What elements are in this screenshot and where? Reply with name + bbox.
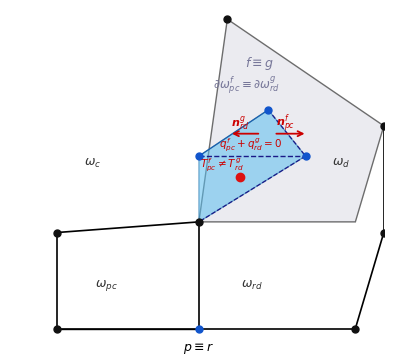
Text: $\omega_d$: $\omega_d$ [332,157,350,170]
Text: $p \equiv r$: $p \equiv r$ [183,341,214,356]
Text: $\omega_c$: $\omega_c$ [84,157,101,170]
Text: $\omega_{pc}$: $\omega_{pc}$ [95,278,118,293]
Polygon shape [199,19,384,222]
Text: $T_{pc}^f \neq T_{rd}^g$: $T_{pc}^f \neq T_{rd}^g$ [200,156,244,174]
Text: $\partial\omega_{pc}^f \equiv \partial\omega_{rd}^g$: $\partial\omega_{pc}^f \equiv \partial\o… [213,74,281,96]
Text: $q_{pc}^f + q_{rd}^g = 0$: $q_{pc}^f + q_{rd}^g = 0$ [219,137,282,154]
Text: $\omega_{rd}$: $\omega_{rd}$ [241,279,263,293]
Text: $\boldsymbol{n}_{pc}^f$: $\boldsymbol{n}_{pc}^f$ [276,113,295,135]
Text: $\boldsymbol{n}_{rd}^g$: $\boldsymbol{n}_{rd}^g$ [231,115,249,133]
Polygon shape [199,110,306,222]
Text: $f \equiv g$: $f \equiv g$ [245,55,274,72]
